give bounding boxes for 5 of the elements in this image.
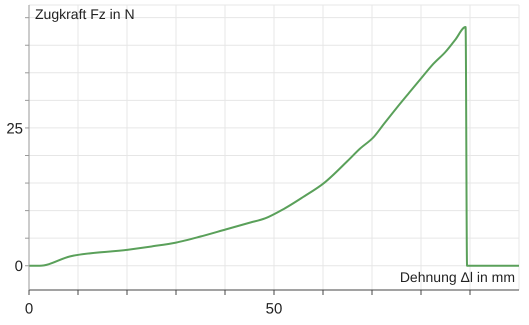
x-axis-title: Dehnung Δl in mm xyxy=(400,269,515,285)
x-tick-label: 50 xyxy=(266,300,282,318)
y-axis-title: Zugkraft Fz in N xyxy=(35,6,135,22)
y-tick-label: 25 xyxy=(6,120,23,138)
line-series xyxy=(29,26,519,267)
